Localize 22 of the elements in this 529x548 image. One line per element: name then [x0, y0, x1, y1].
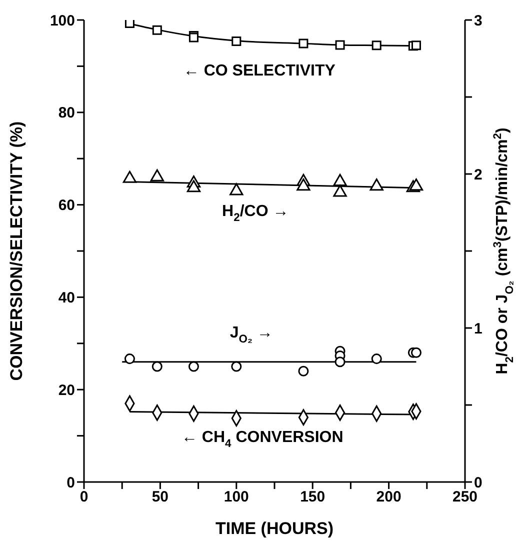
- x-tick-label: 100: [224, 488, 249, 506]
- x-tick-label: 200: [376, 488, 402, 506]
- y2-tick-label: 0: [474, 474, 482, 492]
- x-tick-label: 150: [300, 488, 326, 506]
- x-axis-title: TIME (HOURS): [215, 519, 334, 538]
- y-tick-label: 0: [66, 474, 75, 492]
- y-tick-label: 100: [50, 12, 75, 30]
- y2-tick-label: 2: [474, 166, 482, 184]
- series-label: J$_{O₂}$ →: [230, 324, 273, 346]
- y-tick-label: 20: [58, 382, 75, 399]
- y2-tick-label: 1: [474, 320, 482, 338]
- series-label: ← CH$_{4}$ CONVERSION: [181, 429, 344, 450]
- series-label: H$_{2}$/CO →: [222, 203, 289, 224]
- y-tick-label: 60: [58, 197, 75, 214]
- y-axis-title: CONVERSION/SELECTIVITY (%): [7, 121, 26, 381]
- x-tick-label: 0: [80, 488, 88, 506]
- y-tick-label: 40: [58, 290, 75, 307]
- series-label: ← CO SELECTIVITY: [183, 62, 336, 80]
- x-tick-label: 50: [152, 488, 169, 506]
- y-tick-label: 80: [58, 104, 75, 122]
- x-tick-label: 250: [452, 488, 478, 506]
- y2-tick-label: 3: [474, 12, 482, 30]
